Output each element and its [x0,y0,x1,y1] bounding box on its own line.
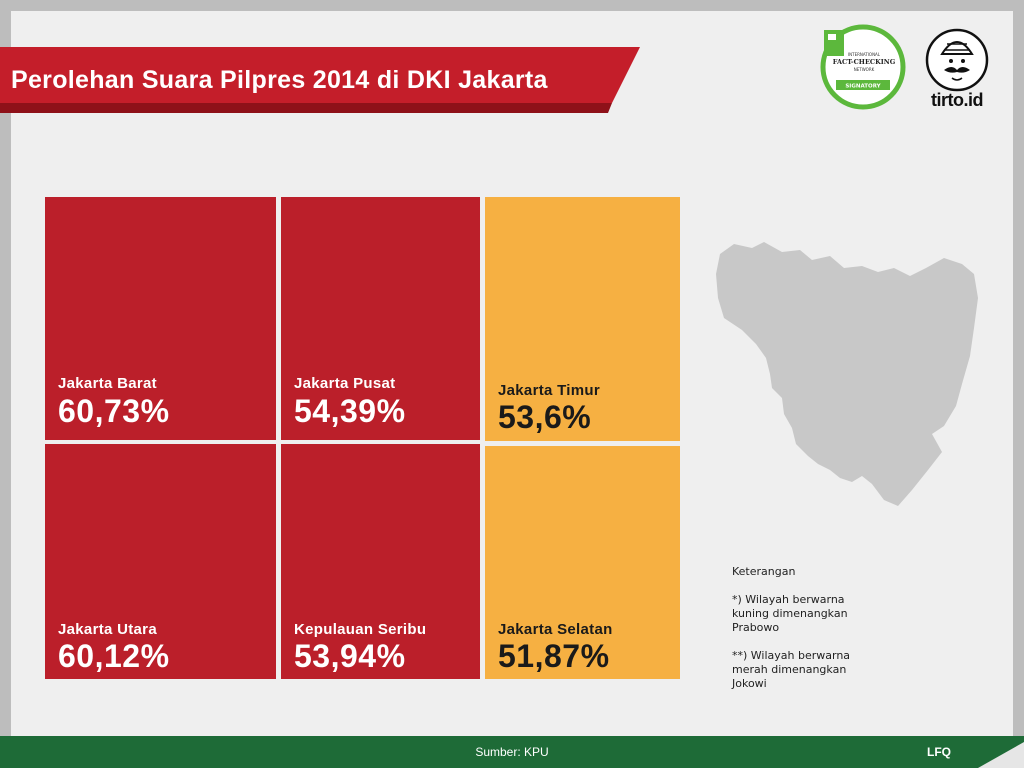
tile-value: 53,6% [498,399,592,435]
tile-kepulauan-seribu: Kepulauan Seribu 53,94% [281,444,480,679]
footer-credit: LFQ [927,745,951,759]
tile-jakarta-selatan: Jakarta Selatan 51,87% [485,446,680,679]
badge-ribbon: SIGNATORY [845,84,881,90]
tile-label: Kepulauan Seribu [294,621,427,638]
page-title: Perolehan Suara Pilpres 2014 di DKI Jaka… [11,66,548,94]
badge-sub-line: NETWORK [854,67,875,72]
title-banner [0,47,640,113]
tile-value: 51,87% [498,638,610,674]
legend-note-red: **) Wilayah berwarna merah dimenangkan J… [732,649,851,690]
badge-top-line: INTERNATIONAL [848,52,881,57]
tile-jakarta-barat: Jakarta Barat 60,73% [45,197,276,440]
badge-main-line: FACT-CHECKING [833,58,896,66]
tile-jakarta-pusat: Jakarta Pusat 54,39% [281,197,480,440]
fact-checking-badge: INTERNATIONAL FACT-CHECKING NETWORK SIGN… [820,24,906,110]
legend-heading: Keterangan [732,565,796,578]
legend: Keterangan *) Wilayah berwarna kuning di… [732,565,882,705]
tile-jakarta-timur: Jakarta Timur 53,6% [485,197,680,441]
tile-value: 60,73% [58,393,170,429]
tile-label: Jakarta Barat [58,375,157,392]
tile-label: Jakarta Selatan [498,621,613,638]
tile-label: Jakarta Utara [58,621,157,638]
footer-bar: Sumber: KPU LFQ [0,736,1024,768]
footer-source: Sumber: KPU [475,745,549,759]
tile-value: 53,94% [294,638,406,674]
tile-value: 60,12% [58,638,170,674]
legend-note-yellow: *) Wilayah berwarna kuning dimenangkan P… [732,593,848,634]
tile-label: Jakarta Pusat [294,375,396,392]
tirto-logo-icon [925,28,989,92]
footer-corner-decoration [978,742,1024,768]
tile-jakarta-utara: Jakarta Utara 60,12% [45,444,276,679]
jakarta-map [716,242,978,506]
tirto-logo-text: tirto.id [931,90,984,110]
tile-label: Jakarta Timur [498,382,601,399]
tile-value: 54,39% [294,393,406,429]
